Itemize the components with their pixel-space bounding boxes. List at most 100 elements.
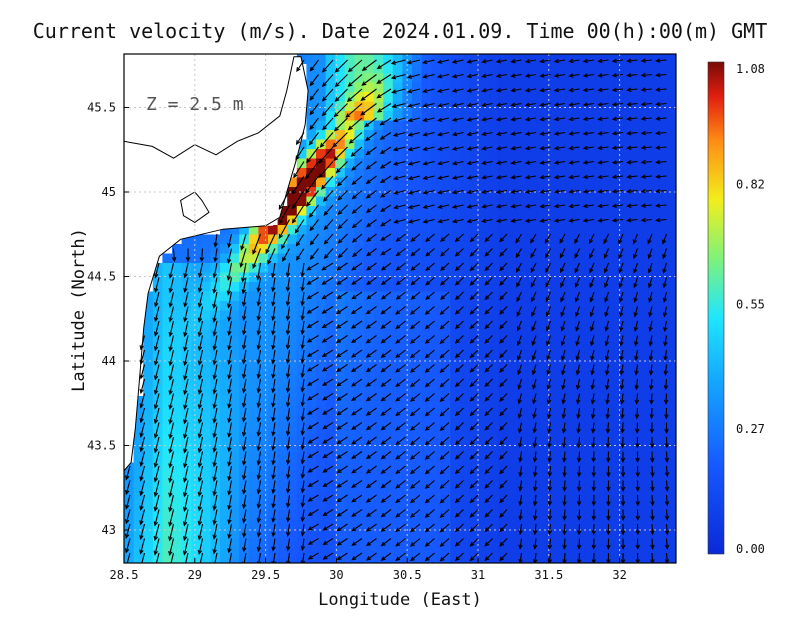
field-cell bbox=[450, 54, 461, 64]
velocity-arrow bbox=[568, 145, 580, 151]
field-cell bbox=[575, 177, 586, 188]
field-cell bbox=[623, 234, 634, 245]
field-cell bbox=[431, 73, 442, 83]
arrow-head bbox=[640, 130, 646, 136]
field-cell bbox=[508, 519, 519, 530]
field-cell bbox=[373, 339, 384, 349]
field-cell bbox=[373, 415, 384, 425]
arrow-shaft bbox=[516, 306, 523, 316]
velocity-arrow bbox=[212, 320, 218, 337]
field-cell bbox=[335, 139, 346, 150]
field-cell bbox=[450, 320, 461, 330]
arrow-shaft bbox=[455, 233, 464, 242]
field-cell bbox=[594, 282, 605, 292]
arrow-shaft bbox=[410, 306, 421, 315]
field-cell bbox=[642, 462, 653, 473]
field-cell bbox=[364, 405, 375, 416]
field-cell bbox=[210, 272, 221, 283]
velocity-arrow bbox=[360, 88, 377, 101]
velocity-arrow bbox=[539, 102, 551, 107]
field-cell bbox=[383, 301, 394, 311]
velocity-arrow bbox=[611, 145, 624, 151]
velocity-arrow bbox=[393, 189, 406, 195]
field-cell bbox=[517, 130, 528, 140]
field-cell bbox=[344, 291, 355, 302]
velocity-arrow bbox=[365, 349, 377, 358]
arrow-shaft bbox=[663, 262, 668, 273]
velocity-arrow bbox=[662, 277, 668, 289]
velocity-arrow bbox=[516, 335, 523, 347]
arrow-head bbox=[524, 174, 531, 180]
field-cell bbox=[162, 472, 173, 482]
field-cell bbox=[498, 111, 509, 121]
arrow-shaft bbox=[656, 175, 667, 178]
velocity-arrow bbox=[611, 160, 624, 165]
velocity-arrow bbox=[350, 349, 363, 358]
field-cell bbox=[402, 158, 413, 169]
arrow-head bbox=[337, 210, 343, 215]
field-cell bbox=[671, 120, 676, 131]
field-cell bbox=[536, 557, 547, 563]
arrow-head bbox=[306, 323, 312, 329]
field-cell bbox=[642, 519, 653, 530]
arrow-shaft bbox=[560, 291, 566, 302]
field-cell bbox=[575, 54, 586, 64]
velocity-arrow bbox=[466, 175, 479, 180]
arrow-head bbox=[226, 303, 232, 309]
arrow-shaft bbox=[380, 146, 392, 154]
field-cell bbox=[229, 386, 240, 397]
arrow-head bbox=[379, 178, 386, 184]
arrow-shaft bbox=[656, 59, 667, 62]
field-cell bbox=[556, 510, 567, 520]
field-cell bbox=[527, 149, 538, 159]
arrow-shaft bbox=[309, 88, 319, 101]
field-cell bbox=[556, 491, 567, 501]
field-cell bbox=[373, 244, 384, 254]
arrow-shaft bbox=[408, 175, 421, 180]
field-cell bbox=[325, 196, 336, 207]
arrow-shaft bbox=[336, 335, 348, 343]
field-cell bbox=[671, 424, 676, 435]
velocity-arrow bbox=[300, 306, 305, 321]
field-cell bbox=[402, 92, 413, 102]
velocity-arrow bbox=[321, 59, 334, 73]
velocity-arrow bbox=[531, 349, 537, 361]
arrow-head bbox=[640, 116, 646, 121]
field-cell bbox=[200, 282, 211, 292]
field-cell bbox=[431, 244, 442, 254]
arrow-shaft bbox=[482, 102, 493, 107]
field-cell bbox=[287, 329, 298, 340]
field-cell bbox=[652, 253, 663, 264]
velocity-arrow bbox=[495, 146, 508, 151]
arrow-head bbox=[395, 324, 401, 330]
arrow-head bbox=[553, 145, 559, 151]
field-cell bbox=[143, 472, 154, 482]
arrow-head bbox=[618, 253, 623, 260]
arrow-shaft bbox=[394, 218, 406, 223]
field-cell bbox=[402, 548, 413, 558]
arrow-shaft bbox=[393, 131, 406, 137]
arrow-shaft bbox=[598, 102, 609, 106]
field-cell bbox=[200, 396, 211, 406]
field-cell bbox=[383, 367, 394, 378]
field-cell bbox=[248, 415, 259, 425]
arrow-shaft bbox=[391, 59, 406, 65]
velocity-arrow bbox=[495, 204, 508, 209]
field-cell bbox=[575, 472, 586, 482]
field-cell bbox=[220, 339, 231, 349]
arrow-shaft bbox=[322, 393, 334, 401]
field-cell bbox=[508, 168, 519, 178]
arrow-head bbox=[597, 102, 603, 107]
arrow-head bbox=[366, 280, 372, 286]
field-cell bbox=[412, 234, 423, 245]
arrow-shaft bbox=[484, 262, 493, 271]
field-cell bbox=[296, 139, 307, 150]
field-cell bbox=[383, 206, 394, 216]
arrow-head bbox=[539, 58, 545, 64]
field-cell bbox=[671, 519, 676, 530]
velocity-arrow bbox=[439, 393, 450, 403]
arrow-shaft bbox=[641, 73, 653, 77]
arrow-head bbox=[153, 404, 159, 410]
velocity-arrow bbox=[545, 277, 551, 288]
velocity-arrow bbox=[582, 73, 595, 78]
